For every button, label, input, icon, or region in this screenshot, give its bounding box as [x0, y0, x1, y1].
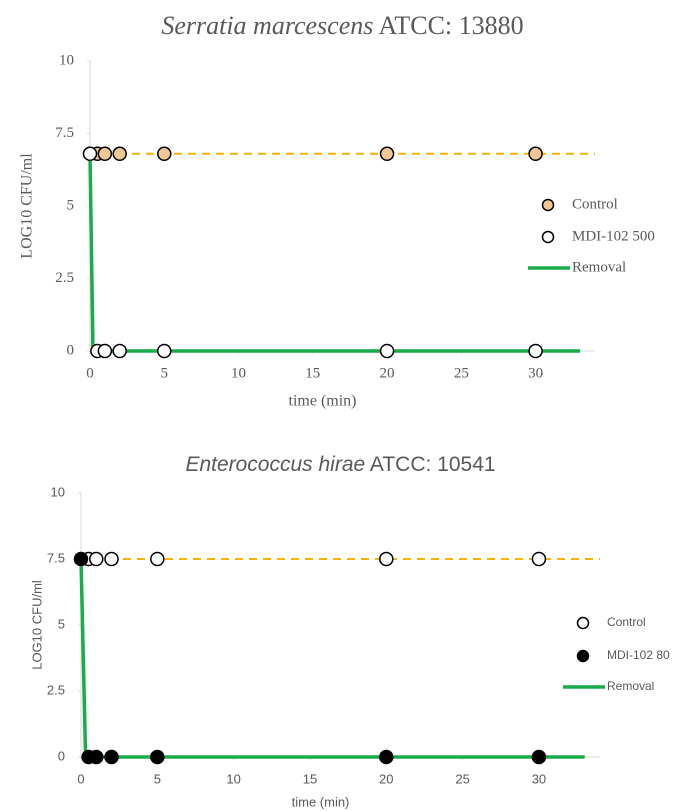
- legend-label: Removal: [572, 259, 626, 275]
- y-tick-label: 5: [58, 616, 65, 631]
- y-tick-label: 5: [67, 197, 75, 213]
- x-tick-label: 5: [161, 365, 169, 381]
- legend-marker: [576, 616, 590, 630]
- data-point: [89, 551, 104, 567]
- title-strain: ATCC: 10541: [370, 453, 496, 476]
- data-point: [379, 749, 394, 765]
- x-tick-label: 25: [455, 771, 469, 786]
- data-point: [89, 749, 104, 765]
- data-point: [82, 146, 98, 162]
- x-axis-label: time (min): [292, 794, 350, 809]
- data-point: [531, 551, 547, 567]
- x-tick-label: 10: [231, 365, 246, 381]
- data-point: [97, 343, 113, 359]
- legend-marker: [541, 198, 555, 212]
- y-tick-label: 0: [58, 748, 65, 763]
- x-tick-label: 10: [226, 771, 240, 786]
- data-point: [97, 146, 113, 162]
- chart-title: Serratia marcescens ATCC: 13880: [161, 11, 523, 40]
- data-point: [379, 551, 394, 567]
- legend-label: MDI-102 500: [572, 228, 655, 244]
- x-tick-label: 20: [379, 771, 393, 786]
- x-tick-label: 15: [303, 771, 317, 786]
- y-tick-label: 10: [51, 484, 65, 499]
- data-point: [379, 146, 395, 162]
- x-tick-label: 0: [86, 365, 94, 381]
- y-tick-label: 10: [59, 52, 74, 68]
- title-species: Enterococcus hirae: [185, 453, 365, 476]
- data-point: [157, 146, 172, 162]
- x-tick-label: 5: [154, 771, 161, 786]
- legend-marker: [576, 649, 590, 663]
- y-tick-label: 7.5: [55, 125, 74, 141]
- x-tick-label: 30: [528, 365, 543, 381]
- data-point: [73, 551, 89, 567]
- data-point: [150, 551, 165, 567]
- data-point: [528, 343, 543, 359]
- x-axis-label: time (min): [289, 393, 357, 410]
- x-tick-label: 30: [532, 771, 546, 786]
- legend-label: MDI-102 80: [607, 648, 670, 662]
- chart-title: Enterococcus hirae ATCC: 10541: [185, 453, 495, 476]
- data-point: [104, 749, 119, 765]
- y-tick-label: 2.5: [55, 270, 74, 286]
- data-point: [157, 343, 172, 359]
- y-axis-label: LOG10 CFU/ml: [19, 153, 36, 259]
- title-strain: ATCC: 13880: [378, 11, 523, 40]
- x-tick-label: 20: [380, 365, 395, 381]
- y-axis-label: LOG10 CFU/ml: [29, 580, 44, 670]
- legend-label: Control: [607, 615, 646, 629]
- data-point: [104, 551, 119, 567]
- data-point: [379, 343, 395, 359]
- x-tick-label: 15: [305, 365, 320, 381]
- legend-marker: [541, 230, 555, 244]
- legend-label: Control: [572, 196, 618, 212]
- removal-line: [88, 153, 581, 353]
- y-tick-label: 7.5: [47, 550, 65, 565]
- removal-line: [79, 558, 585, 759]
- data-point: [150, 749, 165, 765]
- title-species: Serratia marcescens: [161, 11, 373, 40]
- x-tick-label: 25: [454, 365, 469, 381]
- data-point: [531, 749, 547, 765]
- chart: Enterococcus hirae ATCC: 10541 0 2.5 5 7.5 10…: [29, 453, 670, 810]
- data-point: [112, 343, 127, 359]
- y-tick-label: 2.5: [47, 682, 65, 697]
- data-point: [528, 146, 543, 162]
- legend-label: Removal: [607, 679, 654, 693]
- chart: Serratia marcescens ATCC: 13880 0 2.5 5 7.5 1…: [19, 11, 655, 410]
- x-tick-label: 0: [77, 771, 84, 786]
- y-tick-label: 0: [67, 342, 75, 358]
- data-point: [112, 146, 127, 162]
